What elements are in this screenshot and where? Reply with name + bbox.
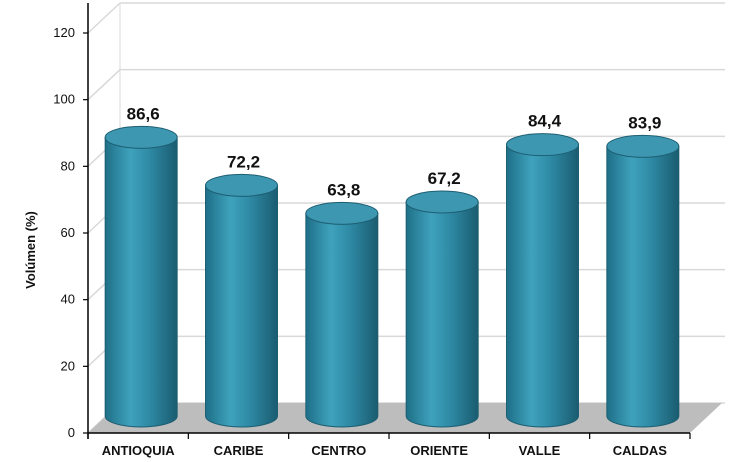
data-label: 86,6 [127, 104, 160, 123]
bar [506, 133, 579, 428]
bar-top [205, 173, 278, 197]
data-label: 83,9 [628, 113, 661, 132]
bars [104, 125, 680, 428]
bar-body [205, 184, 278, 428]
bar-top [104, 125, 178, 149]
bar-body [405, 201, 479, 428]
bar-body [305, 212, 379, 428]
data-label: 63,8 [327, 180, 360, 199]
x-tick-label: VALLE [519, 443, 561, 458]
bar-top [405, 190, 479, 214]
bar-body [606, 145, 680, 428]
y-axis-label: Volúmen (%) [23, 211, 38, 289]
bar-body [506, 144, 579, 428]
x-tick-label: ANTIOQUIA [102, 443, 176, 458]
x-tick-label: CENTRO [311, 443, 366, 458]
data-labels: 86,6 72,2 63,8 67,2 84,4 83,9 [127, 104, 662, 199]
axes: 0 20 40 60 80 100 120 ANTIOQUIA CARIBE CENTRO ORIE… [53, 3, 691, 458]
y-tick-label: 60 [61, 225, 75, 240]
data-label: 67,2 [428, 169, 461, 188]
gridline-side [87, 2, 121, 34]
x-tick-label: ORIENTE [410, 443, 468, 458]
y-tick-label: 80 [61, 158, 75, 173]
gridline-side [87, 69, 121, 101]
y-tick-label: 40 [61, 292, 75, 307]
y-tick-label: 20 [61, 358, 75, 373]
bar [305, 201, 379, 428]
bar [606, 134, 680, 428]
bar [205, 173, 278, 428]
y-tick-label: 0 [68, 425, 75, 440]
x-tick-label: CALDAS [613, 443, 667, 458]
bar-top [506, 133, 579, 157]
y-tick-label: 120 [53, 25, 75, 40]
x-tick-label: CARIBE [214, 443, 264, 458]
data-label: 84,4 [528, 112, 562, 131]
bar [405, 190, 479, 428]
data-label: 72,2 [227, 152, 260, 171]
bar-top [305, 201, 379, 225]
bar-body [104, 136, 178, 428]
bar [104, 125, 178, 428]
y-tick-label: 100 [53, 92, 75, 107]
bar-top [606, 134, 680, 158]
